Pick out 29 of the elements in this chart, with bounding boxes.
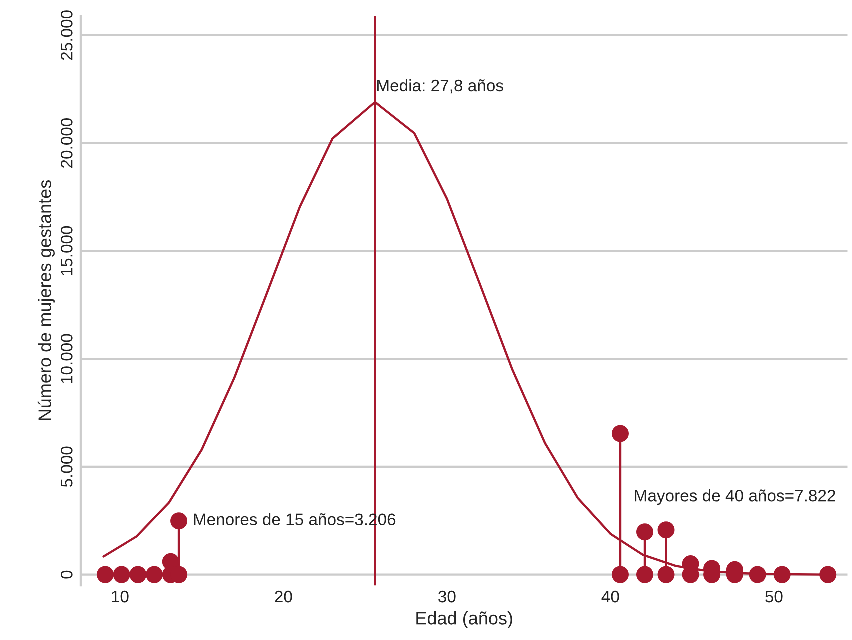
x-tick-label: 30: [438, 590, 456, 603]
y-tick-label: 20.000: [60, 118, 73, 168]
point: [749, 566, 766, 584]
point: [658, 522, 675, 539]
y-tick-label: 5.000: [60, 446, 73, 488]
annotation: Mayores de 40 años=7.822: [635, 490, 836, 506]
point: [96, 566, 114, 584]
x-axis-title: Edad (años): [416, 612, 512, 628]
x-tick-label: 20: [275, 590, 292, 603]
point: [774, 566, 791, 584]
point: [612, 566, 629, 584]
y-tick-label: 15.000: [60, 226, 73, 276]
point: [130, 566, 147, 584]
point: [612, 425, 629, 442]
point: [636, 566, 654, 584]
point: [820, 566, 837, 584]
y-axis-title: Número de mujeres gestantes: [38, 180, 55, 420]
x-tick-label: 40: [602, 590, 620, 603]
y-tick-label: 25.000: [60, 10, 73, 60]
x-tick-label: 10: [112, 590, 129, 603]
point: [113, 566, 130, 584]
y-tick-label: 10.000: [60, 334, 73, 384]
y-tick-label: 0: [60, 570, 73, 579]
x-tick-label: 50: [766, 590, 783, 603]
point: [658, 566, 675, 584]
point: [146, 566, 164, 584]
annotation: Media: 27,8 años: [378, 79, 504, 94]
point: [170, 512, 188, 530]
point: [636, 524, 654, 541]
